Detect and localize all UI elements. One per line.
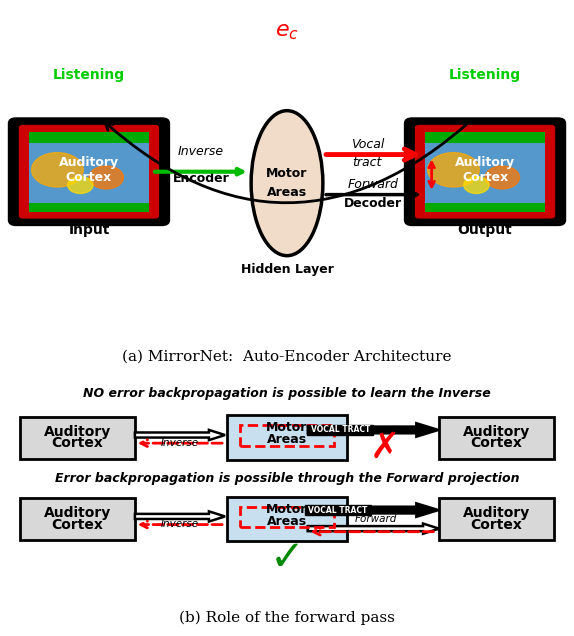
Circle shape: [68, 177, 93, 193]
Text: Inverse: Inverse: [178, 146, 224, 158]
Text: $e_c$: $e_c$: [275, 22, 299, 43]
FancyBboxPatch shape: [227, 497, 347, 541]
Text: Inverse: Inverse: [161, 519, 199, 529]
Text: Hidden Layer: Hidden Layer: [241, 263, 333, 276]
Text: tract: tract: [352, 156, 382, 169]
Text: $e_d$: $e_d$: [441, 165, 462, 184]
FancyArrow shape: [308, 423, 439, 437]
Text: NO error backpropagation is possible to learn the Inverse: NO error backpropagation is possible to …: [83, 387, 491, 399]
FancyBboxPatch shape: [29, 204, 149, 212]
FancyBboxPatch shape: [425, 132, 545, 143]
Text: ✓: ✓: [270, 537, 304, 579]
FancyBboxPatch shape: [227, 415, 347, 460]
FancyBboxPatch shape: [405, 119, 565, 225]
FancyBboxPatch shape: [20, 417, 135, 459]
Text: Inverse: Inverse: [161, 438, 199, 448]
FancyArrow shape: [135, 511, 225, 522]
FancyArrow shape: [308, 503, 439, 517]
Text: Encoder: Encoder: [173, 172, 229, 186]
Text: Listening: Listening: [53, 68, 125, 82]
Text: Decoder: Decoder: [344, 197, 402, 210]
Text: Cortex: Cortex: [52, 518, 103, 532]
Text: Motor: Motor: [266, 503, 308, 516]
Text: Listening: Listening: [449, 68, 521, 82]
Text: Output: Output: [457, 223, 513, 237]
Text: (a) MirrorNet:  Auto-Encoder Architecture: (a) MirrorNet: Auto-Encoder Architecture: [122, 350, 452, 364]
Circle shape: [89, 166, 123, 189]
Text: Areas: Areas: [267, 433, 307, 446]
Circle shape: [32, 153, 83, 187]
Circle shape: [428, 153, 479, 187]
Text: Auditory: Auditory: [463, 425, 530, 439]
FancyBboxPatch shape: [425, 204, 545, 212]
Text: Cortex: Cortex: [471, 518, 522, 532]
Text: (b) Role of the forward pass: (b) Role of the forward pass: [179, 611, 395, 625]
FancyBboxPatch shape: [308, 425, 373, 435]
Text: Motor: Motor: [266, 167, 308, 180]
Text: Error backpropagation is possible through the Forward projection: Error backpropagation is possible throug…: [55, 472, 519, 485]
Text: Auditory: Auditory: [463, 506, 530, 520]
Text: Auditory
Cortex: Auditory Cortex: [59, 156, 119, 184]
FancyBboxPatch shape: [20, 498, 135, 540]
Circle shape: [464, 177, 489, 193]
Text: Cortex: Cortex: [471, 436, 522, 450]
Text: Input: Input: [68, 223, 110, 237]
FancyArrowPatch shape: [105, 120, 471, 203]
FancyBboxPatch shape: [439, 417, 554, 459]
Text: Auditory
Cortex: Auditory Cortex: [455, 156, 515, 184]
FancyBboxPatch shape: [9, 119, 169, 225]
Text: VOCAL TRACT: VOCAL TRACT: [308, 506, 367, 515]
FancyBboxPatch shape: [304, 505, 371, 515]
Text: Forward: Forward: [355, 513, 397, 523]
Text: Areas: Areas: [267, 515, 307, 527]
FancyBboxPatch shape: [425, 132, 545, 212]
Ellipse shape: [251, 111, 323, 256]
Text: Auditory: Auditory: [44, 506, 111, 520]
FancyBboxPatch shape: [20, 125, 158, 218]
Text: VOCAL TRACT: VOCAL TRACT: [311, 425, 370, 434]
Text: Motor: Motor: [266, 422, 308, 434]
Text: Vocal: Vocal: [351, 138, 384, 151]
Circle shape: [485, 166, 519, 189]
FancyArrow shape: [308, 523, 439, 534]
Text: Forward: Forward: [348, 178, 398, 191]
FancyArrow shape: [135, 430, 225, 440]
FancyBboxPatch shape: [439, 498, 554, 540]
FancyBboxPatch shape: [29, 132, 149, 212]
Text: Areas: Areas: [267, 186, 307, 199]
Text: Cortex: Cortex: [52, 436, 103, 450]
FancyBboxPatch shape: [416, 125, 554, 218]
Text: Auditory: Auditory: [44, 425, 111, 439]
FancyBboxPatch shape: [29, 132, 149, 143]
Text: ✗: ✗: [370, 431, 400, 465]
